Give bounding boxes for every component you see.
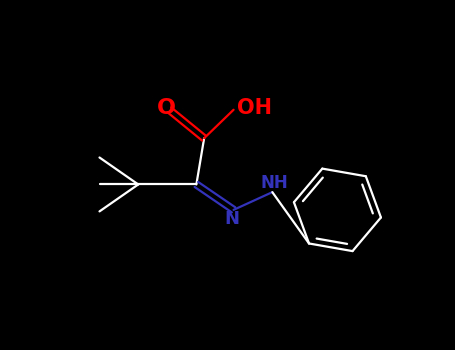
Text: N: N [224, 210, 239, 228]
Text: NH: NH [260, 174, 288, 192]
Text: O: O [157, 98, 176, 118]
Text: OH: OH [237, 98, 272, 118]
